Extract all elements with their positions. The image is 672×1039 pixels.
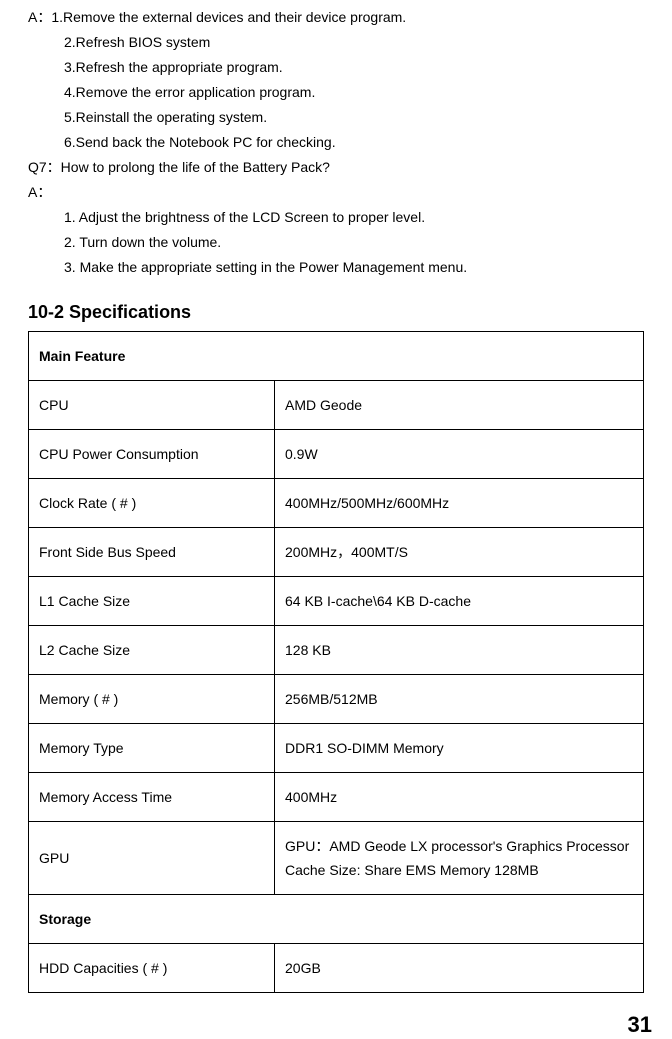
spec-value: 400MHz/500MHz/600MHz: [275, 479, 644, 528]
spec-label: CPU: [29, 381, 275, 430]
spec-table: Main Feature CPU AMD Geode CPU Power Con…: [28, 331, 644, 993]
qa-q7: Q7：How to prolong the life of the Batter…: [28, 155, 644, 180]
spec-value: 128 KB: [275, 626, 644, 675]
table-row: Memory Access Time 400MHz: [29, 773, 644, 822]
spec-value: 400MHz: [275, 773, 644, 822]
table-header-row: Storage: [29, 895, 644, 944]
page: A：1.Remove the external devices and thei…: [0, 0, 672, 1039]
table-row: Memory Type DDR1 SO-DIMM Memory: [29, 724, 644, 773]
qa-a-prev-line: 5.Reinstall the operating system.: [28, 105, 644, 130]
qa-a-prev-line: 3.Refresh the appropriate program.: [28, 55, 644, 80]
qa-a7-line: 1. Adjust the brightness of the LCD Scre…: [28, 205, 644, 230]
spec-label: L1 Cache Size: [29, 577, 275, 626]
spec-value: 20GB: [275, 944, 644, 993]
qa-a-prev-line: 2.Refresh BIOS system: [28, 30, 644, 55]
table-header-row: Main Feature: [29, 332, 644, 381]
table-row: GPU GPU：AMD Geode LX processor's Graphic…: [29, 822, 644, 895]
qa-a7-line: 3. Make the appropriate setting in the P…: [28, 255, 644, 280]
qa-a-prev-line: 6.Send back the Notebook PC for checking…: [28, 130, 644, 155]
spec-label: Memory Access Time: [29, 773, 275, 822]
table-row: CPU AMD Geode: [29, 381, 644, 430]
spec-value: DDR1 SO-DIMM Memory: [275, 724, 644, 773]
spec-label: GPU: [29, 822, 275, 895]
table-row: Memory ( # ) 256MB/512MB: [29, 675, 644, 724]
table-row: HDD Capacities ( # ) 20GB: [29, 944, 644, 993]
spec-value: AMD Geode: [275, 381, 644, 430]
page-number: 31: [628, 1012, 652, 1038]
qa-block: A：1.Remove the external devices and thei…: [28, 5, 644, 280]
main-feature-header: Main Feature: [29, 332, 644, 381]
qa-a-prev-line: 4.Remove the error application program.: [28, 80, 644, 105]
spec-label: Clock Rate ( # ): [29, 479, 275, 528]
storage-header: Storage: [29, 895, 644, 944]
spec-label: Memory ( # ): [29, 675, 275, 724]
spec-value: 200MHz，400MT/S: [275, 528, 644, 577]
spec-label: Memory Type: [29, 724, 275, 773]
table-row: Clock Rate ( # ) 400MHz/500MHz/600MHz: [29, 479, 644, 528]
table-row: L1 Cache Size 64 KB I-cache\64 KB D-cach…: [29, 577, 644, 626]
qa-a7-label: A：: [28, 180, 644, 205]
table-row: Front Side Bus Speed 200MHz，400MT/S: [29, 528, 644, 577]
spec-label: HDD Capacities ( # ): [29, 944, 275, 993]
spec-label: CPU Power Consumption: [29, 430, 275, 479]
spec-value: 256MB/512MB: [275, 675, 644, 724]
spec-label: L2 Cache Size: [29, 626, 275, 675]
section-title: 10-2 Specifications: [28, 302, 644, 323]
spec-label: Front Side Bus Speed: [29, 528, 275, 577]
spec-value: GPU：AMD Geode LX processor's Graphics Pr…: [275, 822, 644, 895]
qa-a-prev-line: A：1.Remove the external devices and thei…: [28, 5, 644, 30]
spec-value: 64 KB I-cache\64 KB D-cache: [275, 577, 644, 626]
table-row: L2 Cache Size 128 KB: [29, 626, 644, 675]
table-row: CPU Power Consumption 0.9W: [29, 430, 644, 479]
spec-value: 0.9W: [275, 430, 644, 479]
qa-a7-line: 2. Turn down the volume.: [28, 230, 644, 255]
